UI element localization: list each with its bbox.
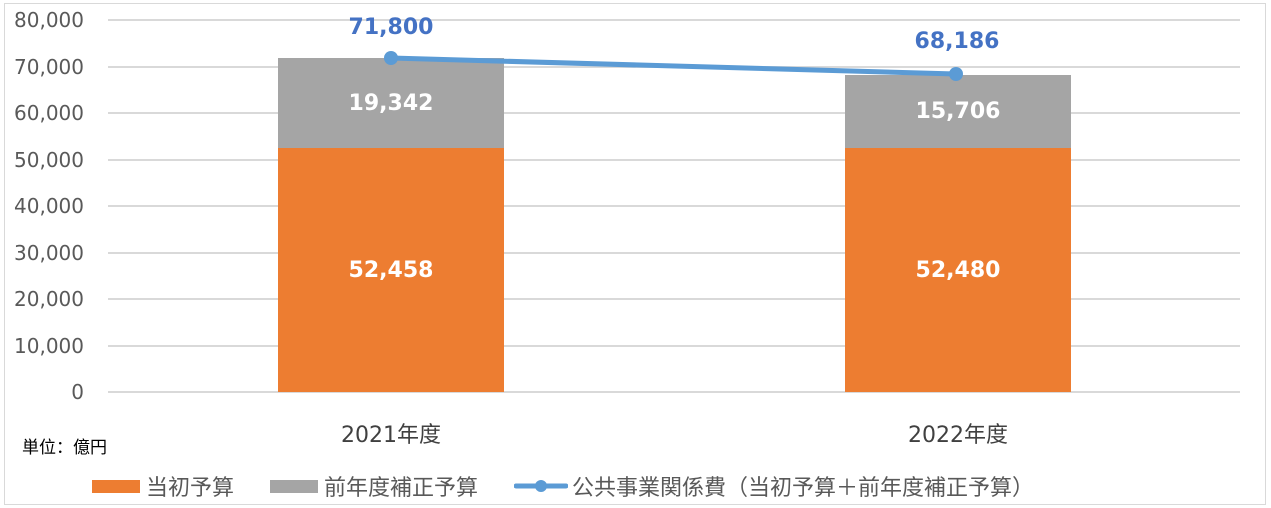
gridline <box>108 19 1240 21</box>
unit-note: 単位：億円 <box>22 438 107 458</box>
gridline <box>108 252 1240 254</box>
bar-value-label: 52,458 <box>348 258 434 283</box>
bar-initial-2022: 52,480 <box>845 148 1071 392</box>
gridline <box>108 112 1240 114</box>
legend: 当初予算 前年度補正予算 公共事業関係費（当初予算＋前年度補正予算） <box>92 471 1070 501</box>
bar-value-label: 19,342 <box>348 91 434 116</box>
gridline <box>108 298 1240 300</box>
y-tick: 60,000 <box>14 101 84 125</box>
bar-value-label: 52,480 <box>915 258 1001 283</box>
legend-swatch-orange-icon <box>92 479 140 493</box>
legend-swatch-gray-icon <box>270 479 319 493</box>
y-tick: 40,000 <box>14 194 84 218</box>
legend-item-total: 公共事業関係費（当初予算＋前年度補正予算） <box>514 470 1034 502</box>
y-tick: 50,000 <box>14 148 84 172</box>
line-value-label-2022: 68,186 <box>914 29 1000 54</box>
line-marker-2021 <box>384 51 398 65</box>
x-tick-2022: 2022年度 <box>908 423 1008 448</box>
bar-supplementary-2022: 15,706 <box>845 75 1071 148</box>
legend-line-marker-icon <box>514 480 569 492</box>
bar-value-label: 15,706 <box>915 99 1001 124</box>
gridline <box>108 345 1240 347</box>
legend-label: 公共事業関係費（当初予算＋前年度補正予算） <box>572 476 1035 501</box>
y-tick: 30,000 <box>14 241 84 265</box>
legend-label: 前年度補正予算 <box>324 476 479 501</box>
x-axis-line <box>108 391 1240 393</box>
y-tick: 20,000 <box>14 287 84 311</box>
bar-supplementary-2021: 19,342 <box>278 58 504 148</box>
legend-item-initial: 当初予算 <box>92 470 234 502</box>
y-tick: 10,000 <box>14 334 84 358</box>
y-tick: 80,000 <box>14 8 84 32</box>
x-tick-2021: 2021年度 <box>341 423 441 448</box>
y-tick: 0 <box>71 380 84 404</box>
bar-initial-2021: 52,458 <box>278 148 504 392</box>
gridline <box>108 205 1240 207</box>
line-value-label-2021: 71,800 <box>348 15 434 40</box>
y-tick: 70,000 <box>14 55 84 79</box>
legend-item-supplementary: 前年度補正予算 <box>270 470 478 502</box>
legend-label: 当初予算 <box>146 476 235 501</box>
line-marker-2022 <box>949 67 963 81</box>
gridline <box>108 159 1240 161</box>
